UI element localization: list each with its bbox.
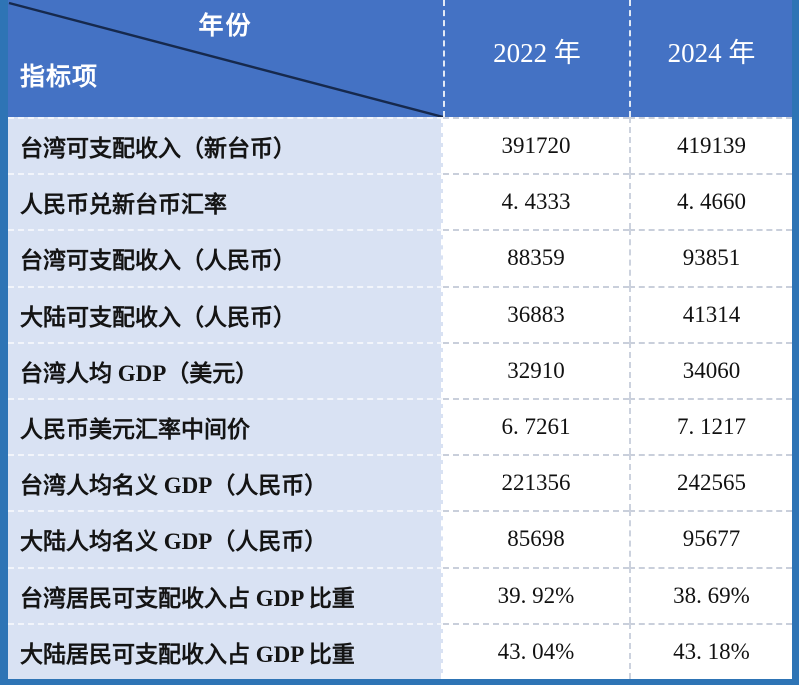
- diagonal-header-cell: 年份 指标项: [8, 0, 443, 117]
- row-label: 大陆人均名义 GDP（人民币）: [8, 510, 443, 567]
- value-2024: 38. 69%: [629, 566, 792, 623]
- row-label: 台湾人均名义 GDP（人民币）: [8, 454, 443, 511]
- value-2022: 39. 92%: [443, 566, 629, 623]
- value-2022: 6. 7261: [443, 398, 629, 455]
- row-label: 大陆居民可支配收入占 GDP 比重: [8, 622, 443, 679]
- value-2022: 36883: [443, 285, 629, 342]
- row-label: 大陆可支配收入（人民币）: [8, 285, 443, 342]
- corner-label-year: 年份: [198, 13, 253, 40]
- corner-label-indicator: 指标项: [20, 64, 99, 91]
- value-2022: 88359: [443, 229, 629, 286]
- value-2022: 221356: [443, 454, 629, 511]
- row-label: 台湾可支配收入（新台币）: [8, 117, 443, 174]
- row-label: 人民币美元汇率中间价: [8, 398, 443, 455]
- value-2022: 43. 04%: [443, 622, 629, 679]
- value-2022: 85698: [443, 510, 629, 567]
- value-2024: 419139: [629, 117, 792, 174]
- value-2024: 93851: [629, 229, 792, 286]
- value-2022: 4. 4333: [443, 173, 629, 230]
- value-2024: 43. 18%: [629, 622, 792, 679]
- value-2024: 242565: [629, 454, 792, 511]
- value-2024: 34060: [629, 341, 792, 398]
- row-label: 台湾居民可支配收入占 GDP 比重: [8, 566, 443, 623]
- value-2024: 95677: [629, 510, 792, 567]
- row-label: 台湾人均 GDP（美元）: [8, 341, 443, 398]
- row-label: 台湾可支配收入（人民币）: [8, 229, 443, 286]
- value-2022: 32910: [443, 341, 629, 398]
- value-2024: 4. 4660: [629, 173, 792, 230]
- column-header-2024: 2024 年: [629, 0, 792, 117]
- value-2024: 41314: [629, 285, 792, 342]
- value-2024: 7. 1217: [629, 398, 792, 455]
- row-label: 人民币兑新台币汇率: [8, 173, 443, 230]
- diagonal-line: [8, 1, 443, 117]
- value-2022: 391720: [443, 117, 629, 174]
- column-header-2022: 2022 年: [443, 0, 629, 117]
